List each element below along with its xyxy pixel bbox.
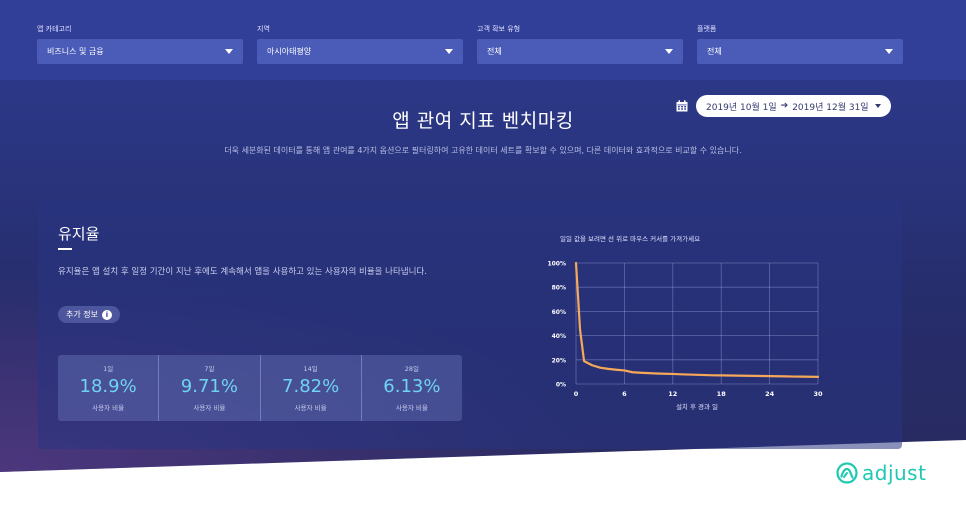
chart-title: 일일 값을 보려면 선 위로 마우스 커서를 가져가세요 [560,235,701,243]
page-title: 앱 관여 지표 벤치마킹 [392,110,574,132]
stat-value: 7.82% [282,376,340,397]
arrow-right-icon: ➔ [780,101,789,111]
title-underline [58,248,72,250]
filter-platform: 플랫폼 전체 [697,24,903,64]
y-tick-label: 20% [552,357,566,364]
filter-region: 지역 아시아태평양 [257,24,463,64]
stat-label: 사용자 비율 [193,404,226,412]
y-tick-label: 0% [556,382,566,389]
filter-bar: 앱 카테고리 비즈니스 및 금융 지역 아시아태평양 고객 확보 유형 전체 플… [0,0,966,80]
stat-label: 사용자 비율 [92,404,125,412]
stat-day: 14일 [303,365,318,373]
filter-label: 지역 [257,25,270,33]
stat-day: 7일 [204,365,215,373]
chevron-down-icon [225,49,233,54]
select-value: 전체 [487,47,502,56]
retention-stats: 1일 18.9% 사용자 비율 7일 9.71% 사용자 비율 14일 7.82… [58,355,462,421]
retention-chart[interactable]: 0% 20% 40% 60% 80% 100% 0 6 12 18 24 30 설치 후 경과 일 [540,255,840,430]
date-end: 2019년 12월 31일 [792,102,869,113]
region-select[interactable]: 아시아태평양 [257,39,463,64]
x-tick-label: 0 [574,390,579,398]
app-category-select[interactable]: 비즈니스 및 금융 [37,39,243,64]
stat-value: 9.71% [180,376,238,397]
acquisition-type-select[interactable]: 전체 [477,39,683,64]
series-line[interactable] [574,261,820,378]
date-range-button[interactable]: 2019년 10월 1일 ➔ 2019년 12월 31일 [696,95,891,117]
stat-label: 사용자 비율 [395,404,428,412]
more-info-button[interactable]: 추가 정보 i [58,306,120,323]
y-tick-label: 80% [552,285,566,292]
y-tick-label: 60% [552,309,566,316]
filter-label: 고객 확보 유형 [477,25,521,33]
y-tick-label: 40% [552,333,566,340]
calendar-icon[interactable] [676,100,688,112]
chevron-down-icon [445,49,453,54]
platform-select[interactable]: 전체 [697,39,903,64]
chevron-down-icon [665,49,673,54]
stat-day-7: 7일 9.71% 사용자 비율 [159,355,261,421]
x-tick-label: 12 [668,390,677,398]
filter-app-category: 앱 카테고리 비즈니스 및 금융 [37,24,243,64]
filter-acquisition-type: 고객 확보 유형 전체 [477,24,683,64]
more-info-label: 추가 정보 [66,310,98,319]
filter-label: 앱 카테고리 [37,25,72,33]
info-icon: i [101,309,112,320]
stat-day-1: 1일 18.9% 사용자 비율 [58,355,160,421]
stat-value: 6.13% [383,376,441,397]
x-tick-label: 30 [813,390,823,398]
stat-day: 28일 [404,365,419,373]
x-tick-label: 6 [622,390,627,398]
card-title: 유지율 [58,225,100,243]
select-value: 전체 [707,47,722,56]
stat-day-14: 14일 7.82% 사용자 비율 [261,355,362,421]
select-value: 비즈니스 및 금융 [47,47,104,56]
card-description: 유지율은 앱 설치 후 일정 기간이 지난 후에도 계속해서 앱을 사용하고 있… [58,267,427,277]
stat-day: 1일 [103,365,114,373]
y-tick-label: 100% [547,261,566,268]
stat-day-28: 28일 6.13% 사용자 비율 [362,355,462,421]
date-range-picker: 2019년 10월 1일 ➔ 2019년 12월 31일 [676,95,891,117]
x-axis-label: 설치 후 경과 일 [676,402,718,411]
retention-card: 유지율 유지율은 앱 설치 후 일정 기간이 지난 후에도 계속해서 앱을 사용… [38,201,902,449]
x-tick-label: 18 [717,390,727,398]
page-subtitle: 더욱 세분화된 데이터를 통해 앱 관여를 4가지 옵션으로 필터링하여 고유한… [224,146,742,155]
stat-label: 사용자 비율 [294,404,327,412]
chevron-down-icon [885,49,893,54]
x-tick-label: 24 [765,390,775,398]
select-value: 아시아태평양 [267,47,312,56]
stat-value: 18.9% [79,376,137,397]
adjust-logo[interactable]: adjust [836,461,926,485]
chevron-down-icon [874,104,881,108]
filter-label: 플랫폼 [697,25,717,33]
adjust-logo-icon [836,462,858,484]
adjust-logo-text: adjust [862,461,927,485]
date-start: 2019년 10월 1일 [706,102,777,113]
